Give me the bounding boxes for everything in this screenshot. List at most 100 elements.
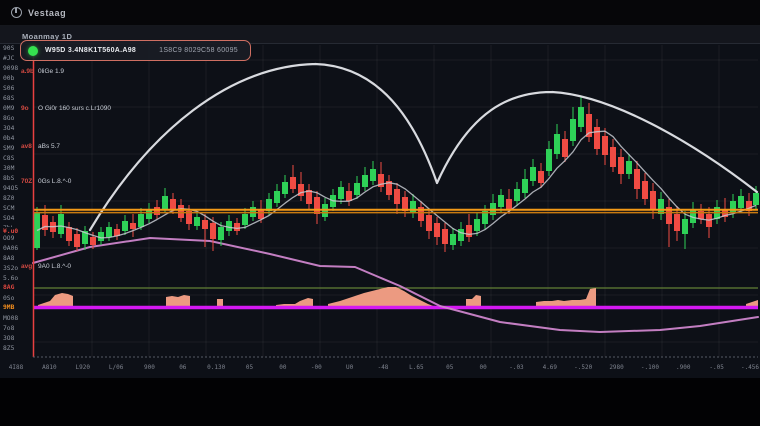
candle-body (378, 174, 384, 187)
y-axis-label: 9098 (3, 65, 18, 72)
symbol-timeframe-label[interactable]: Moanmay 1D (22, 32, 73, 41)
y-axis-label: 7o8 (3, 325, 15, 332)
candle-body (314, 197, 320, 214)
y-axis-label: 90S (3, 45, 15, 52)
candle-body (90, 237, 96, 245)
x-axis-label: -.100 (641, 364, 659, 371)
arc-overlay (88, 62, 759, 232)
candle-body (442, 229, 448, 244)
candle-body (122, 221, 128, 231)
x-axis-label: A810 (42, 364, 57, 371)
candle-body (746, 201, 752, 211)
y-axis-label: 00b (3, 75, 15, 82)
candle-body (658, 199, 664, 214)
y-axis-label: MO08 (3, 315, 18, 322)
legend-symbol: W95D 3.4N8K1T560A.A98 (45, 47, 137, 54)
title-bar: Vestaag (0, 0, 760, 26)
candle-body (394, 189, 400, 204)
candle-body (674, 214, 680, 231)
candle-body (138, 214, 144, 227)
candle-body (738, 196, 744, 208)
y-axis-label: 0M9 (3, 105, 15, 112)
y-axis-label: 0b4 (3, 135, 15, 142)
y-axis-label: SO4 (3, 215, 15, 222)
candle-body (730, 201, 736, 213)
x-axis-label: L/06 (109, 364, 124, 371)
candle-body (690, 209, 696, 223)
candle-body (434, 223, 440, 237)
chart-background (0, 44, 760, 378)
indicator-tag: av8 (21, 143, 32, 150)
candle-body (506, 199, 512, 209)
y-axis-label: SCM (3, 205, 15, 212)
indicator-label: O Gi0r 160 surs c.Lr1090 (38, 105, 111, 112)
volume-bump (536, 288, 596, 309)
candle-body (274, 191, 280, 203)
time-axis: 4I88 A810 L920 L/06 900 06 0.130 05 00 -00 U0 -48 L.… (9, 356, 759, 371)
candle-body (58, 214, 64, 234)
indicator-tag: 9o (21, 105, 29, 112)
candle-body (306, 190, 312, 204)
candle-body (226, 221, 232, 231)
y-axis-marker: 8AG (3, 284, 15, 291)
candle-body (578, 107, 584, 127)
candle-body (514, 189, 520, 201)
y-axis-label: OO9 (3, 235, 15, 242)
y-axis-label: 94O5 (3, 185, 18, 192)
candle-body (610, 147, 616, 167)
candle-body (562, 139, 568, 157)
candle-body (634, 169, 640, 189)
candle-body (242, 214, 248, 225)
volume-area (38, 287, 758, 309)
candlestick-series (34, 96, 759, 252)
y-axis-marker: 9MB (3, 304, 15, 311)
x-axis-label: .900 (676, 364, 691, 371)
x-axis-label: 00 (279, 364, 287, 371)
candle-body (426, 215, 432, 231)
y-axis-label: #JC (3, 55, 15, 62)
candle-body (522, 179, 528, 193)
candle-body (298, 184, 304, 196)
candle-body (530, 167, 536, 181)
x-axis-label: -.03 (509, 364, 524, 371)
status-dot-icon (28, 45, 38, 56)
y-axis-label: S06 (3, 85, 15, 92)
candle-body (370, 169, 376, 181)
indicator-tag: a.9b (21, 68, 34, 75)
candle-body (218, 227, 224, 240)
y-axis-label: SM9 (3, 145, 15, 152)
x-axis-label: 900 (144, 364, 155, 371)
x-axis-label: -48 (378, 364, 389, 371)
y-axis-label: 3O4 (3, 125, 15, 132)
y-axis-marker: ¥.u0 (3, 228, 18, 235)
axis-marker-bg (1, 303, 25, 311)
price-axis: 90S #JC 9098 00b S06 68S 0M9 8Go 3O4 0b4 SM9 C8S 30M… (1, 45, 25, 352)
candle-body (538, 171, 544, 183)
candle-body (602, 136, 608, 155)
candle-body (114, 229, 120, 236)
chart-toolbar: Moanmay 1D (0, 26, 760, 44)
y-axis-label: 8Z0 (3, 195, 15, 202)
symbol-legend[interactable]: W95D 3.4N8K1T560A.A98 1S8C9 8029C58 6009… (20, 40, 251, 61)
app-title: Vestaag (28, 7, 67, 18)
candle-body (570, 119, 576, 141)
x-axis-label: 4I88 (9, 364, 24, 371)
candle-body (202, 220, 208, 229)
candle-body (498, 195, 504, 207)
candle-body (338, 187, 344, 199)
candle-body (466, 225, 472, 237)
orange-level-line (33, 208, 758, 214)
candle-body (458, 229, 464, 241)
x-axis-label: L920 (76, 364, 91, 371)
candle-body (418, 207, 424, 221)
y-axis-label: 5.6o (3, 275, 18, 282)
candle-body (186, 211, 192, 224)
candle-body (594, 127, 600, 149)
indicator-label: 0Gs L.8.^-0 (38, 178, 72, 185)
y-axis-label: 8Z5 (3, 345, 15, 352)
volume-bump (466, 295, 481, 309)
candle-body (386, 181, 392, 195)
ma-polyline (36, 130, 757, 239)
